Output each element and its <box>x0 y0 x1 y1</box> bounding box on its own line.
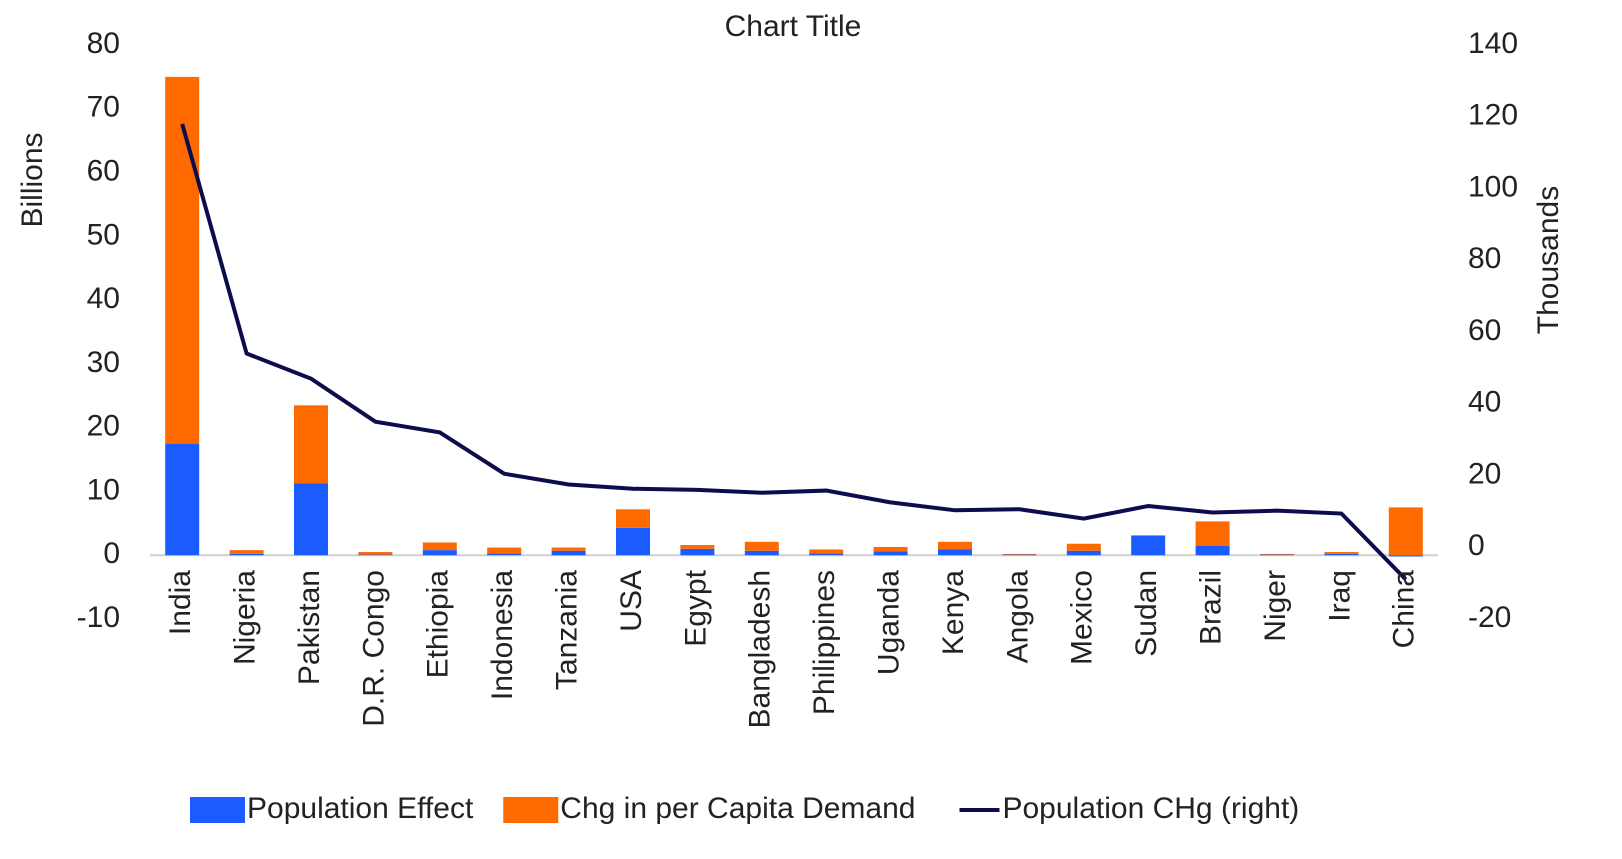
legend-swatch <box>190 797 245 823</box>
x-tick-label: Indonesia <box>486 570 519 700</box>
bar <box>165 76 200 444</box>
x-tick-label: Niger <box>1259 570 1292 642</box>
line <box>180 123 1408 581</box>
x-tick-label: Kenya <box>937 570 970 655</box>
bar <box>487 553 522 556</box>
bar <box>1066 550 1101 556</box>
x-tick-label: Philippines <box>808 570 841 715</box>
bar <box>1324 552 1359 554</box>
x-tick-label: Nigeria <box>229 570 262 665</box>
bar <box>744 550 779 556</box>
bar <box>294 405 328 484</box>
bar <box>1324 553 1359 556</box>
y2-tick-label: 120 <box>1468 99 1518 132</box>
y2-tick-label: 100 <box>1468 170 1518 203</box>
y-tick-label: 70 <box>87 91 120 124</box>
x-tick-label: Tanzania <box>551 570 584 690</box>
bar <box>873 551 908 556</box>
bar <box>229 553 264 556</box>
y-tick-label: 30 <box>87 346 120 379</box>
bar <box>938 541 972 550</box>
x-tick-label: Brazil <box>1195 570 1228 645</box>
bar <box>1195 545 1230 556</box>
bar <box>294 483 328 556</box>
y-tick-label: 50 <box>87 218 120 251</box>
bar <box>1388 555 1423 557</box>
x-tick-label: D.R. Congo <box>357 570 390 727</box>
bar <box>1388 507 1423 556</box>
x-tick-label: Pakistan <box>293 570 326 685</box>
x-tick-label: Ethiopia <box>422 570 455 679</box>
y-tick-label: 10 <box>87 473 120 506</box>
legend-label: Chg in per Capita Demand <box>560 792 915 825</box>
y-tick-label: -10 <box>77 601 120 634</box>
legend-label: Population CHg (right) <box>1002 792 1299 825</box>
bar <box>616 509 650 528</box>
bar <box>487 547 522 554</box>
x-tick-label: Angola <box>1001 570 1034 664</box>
bar <box>1002 553 1037 555</box>
y-axis-title: Billions <box>16 132 49 227</box>
legend-label: Population Effect <box>247 792 474 825</box>
x-tick-label: USA <box>615 570 648 632</box>
x-tick-label: Bangladesh <box>744 570 777 728</box>
bar <box>938 549 972 556</box>
bar <box>809 549 844 554</box>
y-tick-label: 40 <box>87 282 120 315</box>
y2-tick-label: 0 <box>1468 529 1485 562</box>
x-tick-label: China <box>1388 570 1421 649</box>
bar <box>873 546 908 552</box>
bar <box>1002 554 1037 556</box>
y-tick-label: 80 <box>87 27 120 60</box>
bar <box>551 547 586 551</box>
bar <box>358 552 393 555</box>
y2-tick-label: 140 <box>1468 27 1518 60</box>
bar <box>165 443 200 556</box>
bar <box>551 550 586 556</box>
y-tick-label: 60 <box>87 154 120 187</box>
bar <box>616 527 650 556</box>
bar <box>809 553 844 556</box>
y2-tick-label: -20 <box>1468 601 1511 634</box>
y2-tick-label: 20 <box>1468 457 1501 490</box>
x-tick-label: India <box>164 570 197 635</box>
y-tick-label: 20 <box>87 410 120 443</box>
bar <box>422 542 457 551</box>
y2-axis-title: Thousands <box>1532 186 1565 334</box>
bar <box>1066 543 1101 551</box>
legend-swatch <box>503 797 559 823</box>
x-tick-label: Uganda <box>873 570 906 675</box>
x-tick-label: Sudan <box>1130 570 1163 657</box>
bar <box>229 550 264 554</box>
bar <box>744 541 779 551</box>
y-tick-label: 0 <box>103 537 120 570</box>
bar <box>680 545 715 549</box>
bar <box>680 548 715 556</box>
x-tick-label: Mexico <box>1066 570 1099 665</box>
y2-tick-label: 60 <box>1468 314 1501 347</box>
bar <box>1260 553 1294 555</box>
bar <box>1260 554 1294 556</box>
bar <box>358 554 393 556</box>
x-tick-label: Iraq <box>1323 570 1356 622</box>
x-tick-label: Egypt <box>679 569 712 646</box>
bar <box>1131 535 1166 556</box>
bar <box>1195 521 1230 546</box>
chart-title: Chart Title <box>725 10 862 43</box>
y2-tick-label: 40 <box>1468 386 1501 419</box>
y2-tick-label: 80 <box>1468 242 1501 275</box>
bar <box>422 550 457 556</box>
